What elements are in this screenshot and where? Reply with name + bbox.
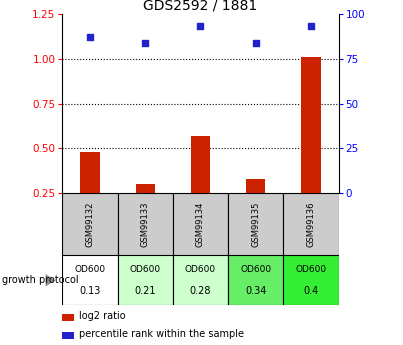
Bar xyxy=(136,184,155,193)
Text: growth protocol: growth protocol xyxy=(2,275,79,285)
Bar xyxy=(62,193,118,255)
Point xyxy=(308,23,314,29)
Text: GSM99134: GSM99134 xyxy=(196,201,205,247)
Bar xyxy=(228,193,283,255)
Bar xyxy=(191,136,210,193)
Bar xyxy=(62,255,118,305)
Text: GSM99136: GSM99136 xyxy=(306,201,316,247)
Text: OD600: OD600 xyxy=(75,265,106,274)
Bar xyxy=(301,57,320,193)
Text: OD600: OD600 xyxy=(295,265,326,274)
Point xyxy=(87,34,93,40)
Text: OD600: OD600 xyxy=(240,265,271,274)
Text: OD600: OD600 xyxy=(130,265,161,274)
Text: OD600: OD600 xyxy=(185,265,216,274)
Text: 0.28: 0.28 xyxy=(190,286,211,296)
Bar xyxy=(228,255,283,305)
Title: GDS2592 / 1881: GDS2592 / 1881 xyxy=(143,0,258,13)
Bar xyxy=(173,193,228,255)
Text: log2 ratio: log2 ratio xyxy=(79,311,126,321)
Point xyxy=(253,40,259,45)
Bar xyxy=(118,255,173,305)
Bar xyxy=(246,179,265,193)
Bar xyxy=(283,255,339,305)
Point xyxy=(142,40,149,45)
Text: 0.34: 0.34 xyxy=(245,286,266,296)
Bar xyxy=(81,152,100,193)
Bar xyxy=(62,314,73,321)
Text: GSM99135: GSM99135 xyxy=(251,201,260,247)
Text: GSM99133: GSM99133 xyxy=(141,201,150,247)
Bar xyxy=(173,255,228,305)
Polygon shape xyxy=(46,274,55,286)
Text: 0.4: 0.4 xyxy=(303,286,318,296)
Bar xyxy=(62,332,73,339)
Text: GSM99132: GSM99132 xyxy=(85,201,95,247)
Text: 0.21: 0.21 xyxy=(135,286,156,296)
Bar xyxy=(118,193,173,255)
Bar xyxy=(283,193,339,255)
Text: 0.13: 0.13 xyxy=(79,286,101,296)
Point xyxy=(197,23,204,29)
Text: percentile rank within the sample: percentile rank within the sample xyxy=(79,329,244,339)
